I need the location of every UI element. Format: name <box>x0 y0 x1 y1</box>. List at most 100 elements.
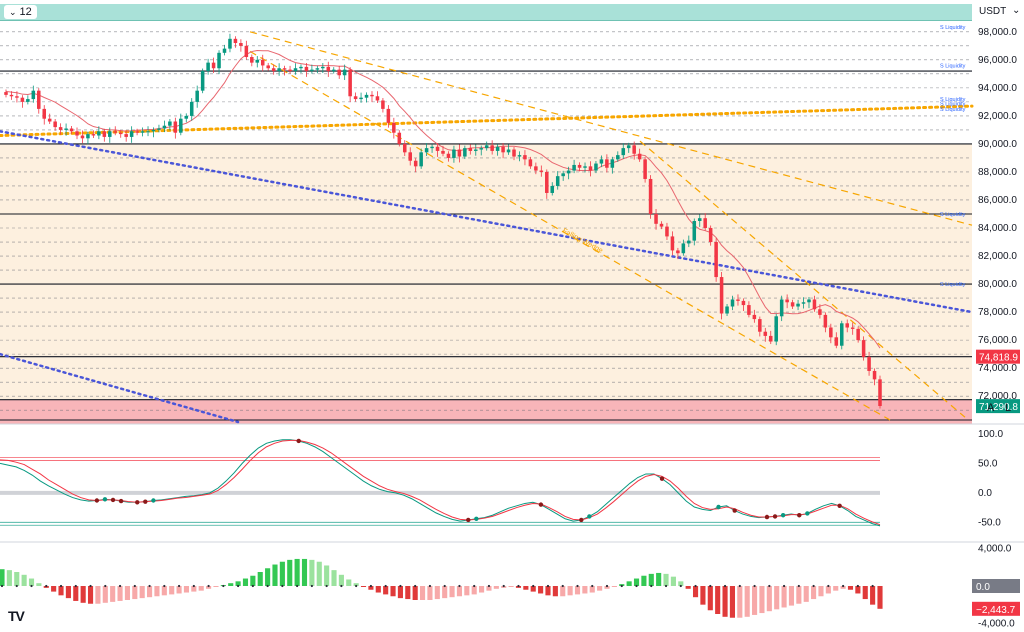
histogram-bar <box>582 586 588 594</box>
candle-body <box>173 121 178 133</box>
zero-dot <box>856 584 859 588</box>
candle-body <box>670 236 675 251</box>
zero-dot <box>266 584 269 588</box>
zero-dot <box>576 584 579 588</box>
histogram-bar <box>589 586 595 593</box>
zero-dot <box>723 584 727 588</box>
candle-body <box>763 331 768 336</box>
histogram-bar <box>464 586 470 596</box>
histogram-bar <box>338 574 344 586</box>
crossover-dot <box>716 504 721 510</box>
price-axis-label: 90,000.0 <box>978 139 1017 150</box>
histogram-tag-bg <box>972 579 1020 593</box>
candle-body <box>255 59 260 63</box>
zero-dot <box>281 584 284 588</box>
candle-body <box>102 131 107 137</box>
histogram-bar <box>331 570 337 586</box>
candle-body <box>850 327 855 329</box>
candle-body <box>266 65 270 69</box>
candle-body <box>867 356 871 371</box>
histogram-bar <box>611 586 617 587</box>
stoch-axis-label: 50.0 <box>978 458 998 469</box>
candle-body <box>823 314 828 328</box>
candle-body <box>58 127 63 130</box>
candle-body <box>31 90 36 100</box>
histogram-bar <box>206 586 212 589</box>
histogram-bar <box>456 586 463 597</box>
candle-body <box>348 69 352 97</box>
histogram-tag-label: −2,443.7 <box>976 605 1016 616</box>
price-axis-label: 98,000.0 <box>978 27 1017 38</box>
candle-body <box>288 69 292 72</box>
histogram-bar <box>368 586 374 590</box>
zero-dot <box>384 584 387 588</box>
price-tag-label: 71,290.8 <box>979 402 1018 413</box>
zero-dot <box>369 584 373 588</box>
candle-body <box>758 319 762 332</box>
candle-body <box>326 66 331 72</box>
zero-dot <box>650 584 653 588</box>
candle-body <box>703 218 707 229</box>
candle-body <box>321 66 325 69</box>
candle-body <box>293 68 298 72</box>
tradingview-logo: TV <box>8 608 25 624</box>
liquidity-label: S Liquidity <box>940 63 966 69</box>
histogram-bar <box>65 586 71 599</box>
price-axis-label: 92,000.0 <box>978 111 1017 122</box>
histogram-bar <box>626 581 632 586</box>
histogram-bar <box>287 559 293 586</box>
histogram-bar <box>80 586 86 603</box>
candle-body <box>217 52 221 69</box>
histogram-bar <box>781 586 787 608</box>
interval-selector[interactable]: ⌄ 12 <box>4 5 37 19</box>
candle-body <box>244 45 249 58</box>
histogram-bar <box>530 586 536 592</box>
histogram-bar <box>633 578 640 586</box>
zero-dot <box>546 584 550 588</box>
histogram-bar <box>6 570 12 586</box>
stoch-k-line <box>0 439 881 527</box>
histogram-bar <box>796 586 802 604</box>
candle-body <box>637 153 642 160</box>
candle-body <box>430 146 434 149</box>
histogram-bar <box>685 586 691 589</box>
currency-chevron-icon[interactable]: ⌄ <box>1012 5 1021 16</box>
zero-dot <box>118 584 122 588</box>
histogram-bar <box>353 583 359 586</box>
candle-body <box>474 149 478 151</box>
price-axis-label: 94,000.0 <box>978 83 1017 94</box>
histogram-bar <box>405 586 411 600</box>
candle-body <box>310 69 314 72</box>
candle-body <box>545 171 549 193</box>
zero-dot <box>89 584 92 588</box>
liquidity-label: S Liquidity <box>940 107 966 113</box>
candle-body <box>555 176 560 186</box>
candle-body <box>785 299 789 303</box>
zero-dot <box>738 584 741 588</box>
auto-scale-button[interactable]: A <box>987 402 995 414</box>
zero-dot <box>428 584 432 588</box>
candle-body <box>829 327 833 338</box>
zero-dot <box>59 584 63 588</box>
crossover-dot <box>102 497 108 502</box>
zero-dot <box>709 584 712 588</box>
zero-dot <box>768 584 771 588</box>
candle-body <box>643 159 647 179</box>
crossover-dot <box>466 517 471 523</box>
crossover-dot <box>143 499 148 504</box>
candle-body <box>588 166 593 171</box>
candle-body <box>528 159 533 167</box>
histogram-bar <box>737 586 743 618</box>
candle-body <box>250 57 254 63</box>
log-scale-button[interactable]: L <box>1005 402 1012 414</box>
histogram-bar <box>574 586 581 595</box>
candle-body <box>189 101 194 116</box>
zero-dot <box>871 584 874 588</box>
candle-body <box>118 132 123 135</box>
crossover-dot <box>780 513 786 518</box>
candle-body <box>124 134 128 137</box>
histogram-bar <box>198 586 204 591</box>
crossover-dot <box>151 498 156 503</box>
